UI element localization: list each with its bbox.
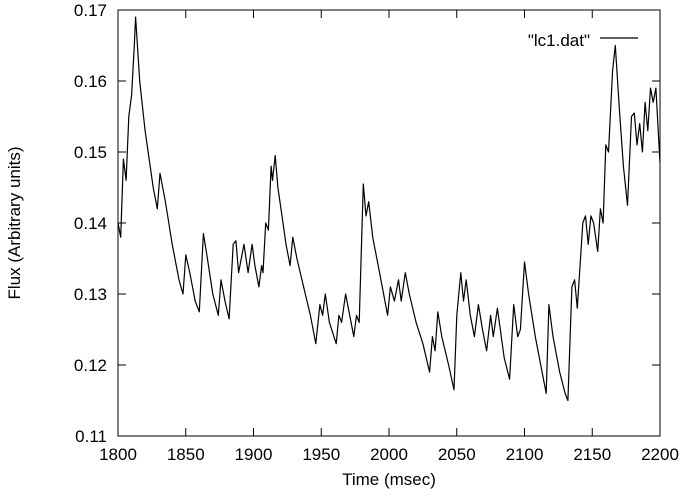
x-axis-title: Time (msec) [342, 470, 436, 489]
x-tick-label: 2000 [370, 445, 408, 464]
tick-marks [117, 9, 661, 437]
y-tick-label: 0.14 [74, 214, 107, 233]
y-tick-label: 0.15 [74, 143, 107, 162]
x-tick-label: 1900 [235, 445, 273, 464]
y-tick-label: 0.16 [74, 72, 107, 91]
x-tick-label: 1850 [167, 445, 205, 464]
x-tick-labels: 1800 1850 1900 1950 2000 2050 2100 2150 2200 [99, 445, 679, 464]
legend-label: "lc1.dat" [528, 31, 590, 50]
y-tick-labels: 0.11 0.12 0.13 0.14 0.15 0.16 0.17 [74, 1, 107, 446]
plot-frame [117, 9, 661, 437]
y-axis-title: Flux (Arbitrary units) [5, 146, 24, 299]
legend: "lc1.dat" [528, 31, 638, 50]
x-tick-label: 2150 [573, 445, 611, 464]
y-tick-label: 0.11 [75, 427, 107, 446]
x-tick-label: 2050 [438, 445, 476, 464]
x-tick-label: 1800 [99, 445, 137, 464]
x-tick-label: 2200 [641, 445, 679, 464]
y-tick-label: 0.12 [74, 356, 107, 375]
y-tick-label: 0.17 [74, 1, 107, 20]
y-tick-label: 0.13 [74, 285, 107, 304]
x-tick-label: 1950 [302, 445, 340, 464]
x-tick-label: 2100 [506, 445, 544, 464]
series-line-lc1 [117, 16, 661, 402]
